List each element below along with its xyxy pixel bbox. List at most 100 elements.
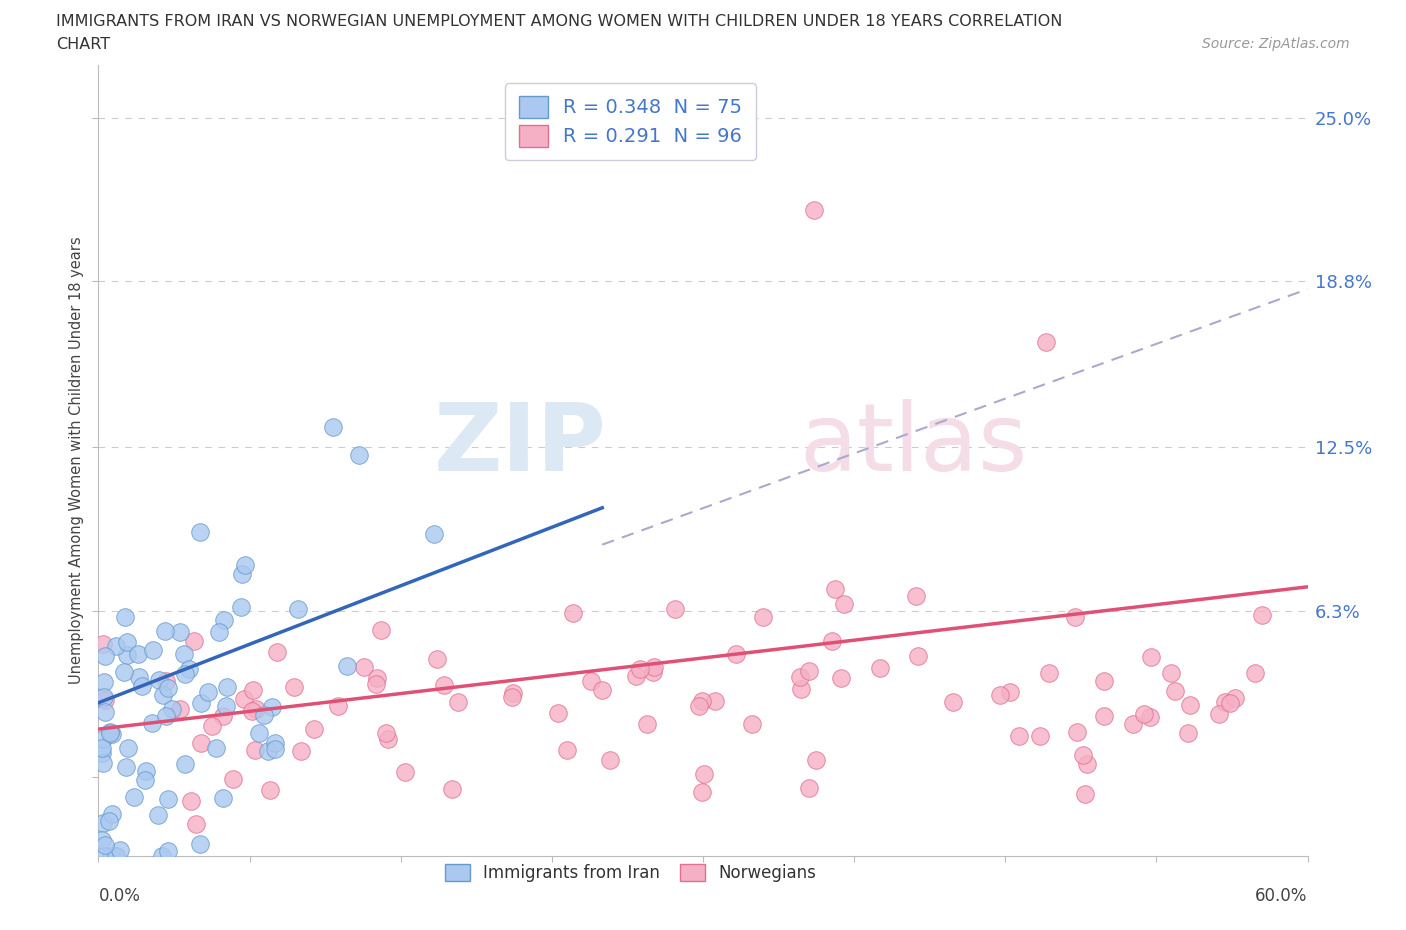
Point: [1071, 748, 1094, 763]
Point: [91, 832, 114, 847]
Point: [212, 612, 235, 627]
Point: [98, 724, 121, 739]
Point: [1073, 787, 1095, 802]
Point: [94, 648, 117, 663]
Point: [692, 766, 714, 781]
Point: [724, 646, 747, 661]
Point: [375, 725, 398, 740]
Point: [211, 709, 233, 724]
Point: [108, 843, 131, 857]
Point: [146, 808, 169, 823]
Point: [105, 848, 128, 863]
Point: [190, 736, 212, 751]
Point: [179, 662, 201, 677]
Point: [153, 623, 176, 638]
Point: [690, 785, 713, 800]
Point: [215, 680, 238, 695]
Point: [173, 646, 195, 661]
Point: [366, 671, 388, 685]
Point: [97, 814, 120, 829]
Point: [1180, 698, 1202, 712]
Point: [197, 684, 219, 699]
Point: [752, 610, 775, 625]
Point: [447, 695, 470, 710]
Point: [260, 699, 283, 714]
Point: [797, 781, 820, 796]
Point: [115, 634, 138, 649]
Point: [366, 676, 388, 691]
Point: [1139, 710, 1161, 724]
Point: [222, 772, 245, 787]
Point: [803, 203, 825, 218]
Point: [128, 670, 150, 684]
Point: [205, 740, 228, 755]
Text: ZIP: ZIP: [433, 399, 606, 490]
Point: [1076, 757, 1098, 772]
Point: [643, 660, 665, 675]
Point: [93, 756, 115, 771]
Point: [100, 848, 122, 863]
Point: [1029, 728, 1052, 743]
Point: [1008, 728, 1031, 743]
Point: [1122, 716, 1144, 731]
Point: [253, 708, 276, 723]
Point: [242, 704, 264, 719]
Point: [557, 742, 579, 757]
Point: [1219, 696, 1241, 711]
Point: [422, 526, 444, 541]
Point: [98, 725, 121, 740]
Point: [259, 783, 281, 798]
Point: [790, 682, 813, 697]
Point: [231, 566, 253, 581]
Point: [264, 736, 287, 751]
Point: [394, 764, 416, 779]
Point: [998, 684, 1021, 699]
Point: [208, 625, 231, 640]
Point: [105, 848, 128, 863]
Point: [834, 597, 856, 612]
Point: [112, 665, 135, 680]
Point: [704, 693, 727, 708]
Point: [93, 674, 115, 689]
Point: [131, 679, 153, 694]
Point: [135, 764, 157, 778]
Text: Source: ZipAtlas.com: Source: ZipAtlas.com: [1202, 37, 1350, 51]
Point: [501, 689, 523, 704]
Point: [201, 718, 224, 733]
Point: [690, 694, 713, 709]
Point: [245, 701, 267, 716]
Point: [93, 848, 115, 863]
Point: [114, 610, 136, 625]
Point: [127, 646, 149, 661]
Point: [266, 644, 288, 659]
Point: [377, 732, 399, 747]
Point: [1208, 707, 1230, 722]
Point: [100, 806, 122, 821]
Point: [869, 660, 891, 675]
Point: [591, 683, 613, 698]
Point: [1038, 666, 1060, 681]
Point: [806, 752, 828, 767]
Point: [157, 844, 180, 858]
Point: [93, 689, 115, 704]
Point: [336, 658, 359, 673]
Point: [830, 671, 852, 685]
Point: [502, 685, 524, 700]
Point: [229, 599, 252, 614]
Point: [688, 698, 710, 713]
Point: [169, 701, 191, 716]
Point: [547, 706, 569, 721]
Point: [287, 602, 309, 617]
Point: [636, 717, 658, 732]
Point: [256, 744, 278, 759]
Point: [188, 525, 211, 539]
Point: [152, 687, 174, 702]
Point: [821, 633, 844, 648]
Point: [247, 725, 270, 740]
Point: [349, 447, 371, 462]
Point: [326, 698, 349, 713]
Point: [440, 781, 463, 796]
Point: [1035, 334, 1057, 349]
Point: [91, 746, 114, 761]
Point: [94, 837, 117, 852]
